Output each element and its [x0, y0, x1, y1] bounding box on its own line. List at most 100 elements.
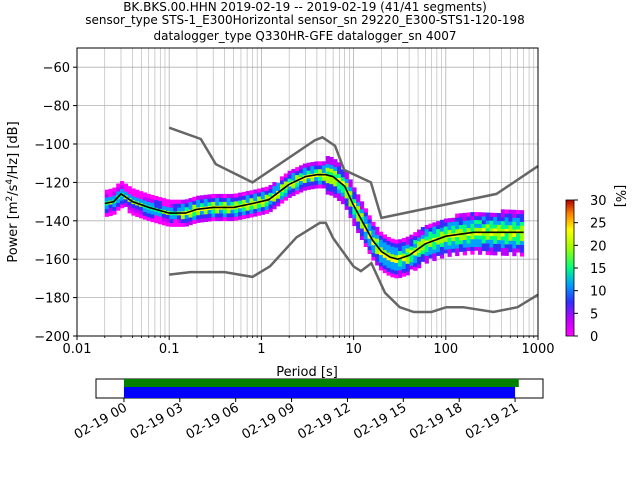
heatmap-cell	[123, 202, 129, 207]
heatmap-cell	[329, 180, 334, 185]
heatmap-cell	[420, 257, 426, 262]
heatmap-cell	[226, 209, 231, 214]
heatmap-cell	[119, 196, 125, 201]
heatmap-cell	[165, 199, 170, 204]
heatmap-cell	[375, 230, 380, 235]
heatmap-cell	[356, 213, 361, 218]
heatmap-cell	[363, 215, 368, 221]
heatmap-cell	[359, 220, 365, 225]
heatmap-cell	[466, 239, 471, 244]
heatmap-cell	[386, 267, 391, 272]
heatmap-cell	[325, 159, 330, 164]
heatmap-cell	[154, 215, 159, 220]
heatmap-cell	[417, 233, 422, 238]
heatmap-cell	[245, 198, 250, 203]
heatmap-cell	[344, 198, 349, 203]
heatmap-cell	[409, 238, 414, 243]
heatmap-cell	[447, 252, 452, 257]
data-used-bar	[123, 387, 516, 398]
heatmap-cell	[359, 224, 365, 229]
heatmap-cell	[478, 223, 483, 228]
heatmap-cell	[432, 241, 437, 246]
heatmap-cell	[161, 213, 167, 218]
heatmap-cell	[451, 221, 456, 226]
time-tick-label: 02-19 21	[463, 400, 521, 442]
heatmap-cell	[478, 219, 483, 225]
heatmap-cell	[188, 221, 193, 226]
heatmap-cell	[398, 246, 403, 252]
heatmap-cell	[519, 221, 525, 226]
heatmap-cell	[516, 236, 521, 242]
heatmap-cell	[116, 191, 121, 196]
heatmap-cell	[504, 240, 509, 245]
heatmap-cell	[512, 213, 517, 218]
heatmap-cell	[238, 200, 243, 205]
heatmap-cell	[142, 196, 148, 201]
heatmap-cell	[188, 213, 193, 218]
heatmap-cell	[401, 241, 407, 246]
heatmap-cell	[378, 247, 384, 252]
heatmap-cell	[287, 186, 292, 191]
heatmap-cell	[371, 248, 376, 253]
heatmap-cell	[519, 210, 525, 215]
heatmap-cell	[424, 251, 429, 256]
heatmap-cell	[512, 244, 517, 249]
heatmap-cell	[321, 168, 327, 174]
heatmap-cell	[325, 186, 330, 191]
heatmap-cell	[302, 171, 308, 176]
heatmap-cell	[363, 242, 368, 248]
heatmap-cell	[489, 212, 494, 217]
heatmap-cell	[356, 198, 361, 203]
heatmap-cell	[222, 209, 228, 214]
heatmap-cell	[154, 196, 159, 201]
heatmap-cell	[165, 214, 170, 219]
heatmap-cell	[394, 254, 399, 260]
time-tick-label: 02-19 06	[184, 400, 242, 442]
heatmap-cell	[363, 212, 368, 217]
heatmap-cell	[253, 189, 258, 194]
heatmap-cell	[375, 234, 380, 239]
heatmap-cell	[199, 202, 205, 208]
heatmap-cell	[222, 193, 228, 199]
heatmap-cell	[249, 205, 254, 210]
heatmap-cell	[455, 248, 460, 253]
heatmap-cell	[119, 181, 125, 186]
heatmap-cell	[272, 185, 277, 191]
heatmap-cell	[493, 247, 498, 252]
heatmap-cell	[356, 209, 361, 214]
heatmap-cell	[310, 169, 315, 174]
heatmap-cell	[497, 228, 502, 233]
heatmap-cell	[500, 251, 506, 256]
heatmap-cell	[245, 206, 250, 211]
heatmap-cell	[439, 250, 445, 255]
heatmap-cell	[318, 168, 323, 174]
heatmap-cell	[253, 197, 258, 202]
heatmap-cell	[493, 220, 498, 225]
heatmap-cell	[466, 220, 471, 225]
heatmap-cell	[436, 228, 441, 233]
heatmap-cell	[108, 211, 113, 217]
heatmap-cell	[112, 210, 117, 215]
heatmap-cell	[390, 250, 395, 255]
heatmap-cell	[226, 216, 231, 222]
heatmap-cell	[401, 237, 407, 243]
heatmap-cell	[409, 261, 414, 266]
heatmap-cell	[439, 227, 445, 232]
heatmap-cell	[439, 246, 445, 251]
heatmap-cell	[226, 201, 231, 206]
heatmap-cell	[104, 208, 109, 214]
heatmap-cell	[470, 238, 475, 244]
heatmap-cell	[451, 248, 456, 253]
heatmap-cell	[135, 193, 140, 198]
heatmap-cell	[378, 266, 384, 271]
heatmap-cell	[283, 192, 288, 197]
heatmap-cell	[192, 196, 197, 201]
heatmap-cell	[382, 249, 388, 254]
heatmap-cell	[230, 197, 235, 202]
heatmap-cell	[485, 220, 490, 225]
heatmap-cell	[500, 243, 506, 249]
heatmap-cell	[359, 228, 365, 233]
heatmap-cell	[337, 166, 342, 171]
heatmap-cell	[356, 205, 361, 211]
heatmap-cell	[184, 222, 189, 227]
